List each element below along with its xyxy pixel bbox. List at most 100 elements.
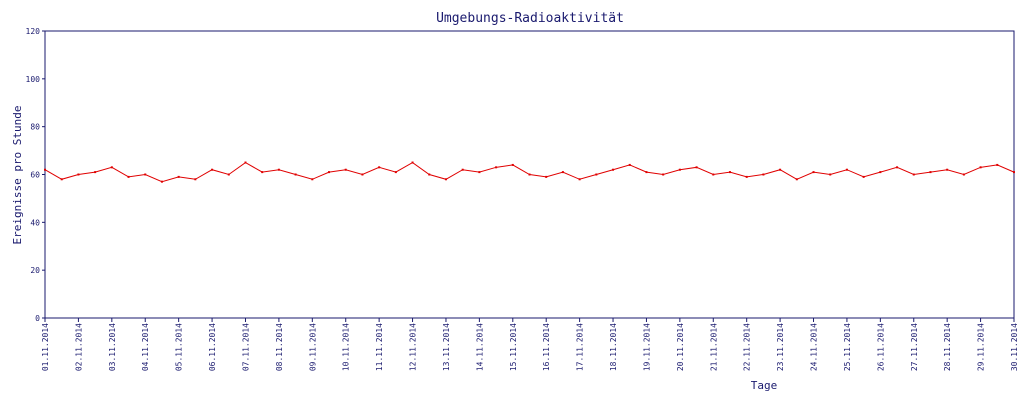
x-tick-label: 10.11.2014 — [342, 323, 351, 371]
x-tick-label: 19.11.2014 — [642, 323, 651, 371]
data-point — [461, 168, 464, 171]
data-point — [946, 168, 949, 171]
data-point — [160, 180, 163, 183]
data-point — [94, 171, 97, 174]
data-point — [1013, 171, 1015, 174]
x-tick-label: 27.11.2014 — [910, 323, 919, 371]
data-point — [378, 166, 381, 169]
data-point — [829, 173, 832, 176]
y-tick-label: 120 — [26, 27, 41, 36]
data-point — [845, 168, 848, 171]
data-point — [211, 168, 214, 171]
x-tick-label: 08.11.2014 — [275, 323, 284, 371]
y-tick-label: 80 — [30, 123, 40, 132]
y-tick-label: 0 — [35, 314, 40, 323]
y-tick-label: 20 — [30, 266, 40, 275]
data-point — [662, 173, 665, 176]
x-tick-label: 25.11.2014 — [843, 323, 852, 371]
data-point — [545, 175, 548, 178]
x-tick-label: 21.11.2014 — [709, 323, 718, 371]
data-point — [996, 163, 999, 166]
x-tick-label: 20.11.2014 — [676, 323, 685, 371]
data-point — [110, 166, 113, 169]
data-point — [879, 171, 882, 174]
x-tick-label: 06.11.2014 — [208, 323, 217, 371]
data-point — [177, 175, 180, 178]
x-tick-label: 24.11.2014 — [810, 323, 819, 371]
x-axis-ticks: 01.11.2014 02.11.2014 03.11.2014 04.11.2014… — [41, 318, 1019, 371]
x-tick-label: 05.11.2014 — [175, 323, 184, 371]
data-point — [194, 178, 197, 181]
data-point — [44, 168, 46, 171]
data-point — [762, 173, 765, 176]
x-tick-label: 09.11.2014 — [308, 323, 317, 371]
x-tick-label: 26.11.2014 — [876, 323, 885, 371]
y-tick-label: 100 — [26, 75, 41, 84]
data-point — [478, 171, 481, 174]
x-tick-label: 04.11.2014 — [141, 323, 150, 371]
data-point — [695, 166, 698, 169]
data-point — [444, 178, 447, 181]
data-point — [962, 173, 965, 176]
data-point — [311, 178, 314, 181]
x-tick-label: 11.11.2014 — [375, 323, 384, 371]
x-tick-label: 23.11.2014 — [776, 323, 785, 371]
data-point — [745, 175, 748, 178]
data-point — [812, 171, 815, 174]
data-point — [428, 173, 431, 176]
x-tick-label: 22.11.2014 — [743, 323, 752, 371]
x-tick-label: 29.11.2014 — [977, 323, 986, 371]
data-point — [511, 163, 514, 166]
y-axis-label: Ereignisse pro Stunde — [11, 105, 24, 244]
x-tick-label: 16.11.2014 — [542, 323, 551, 371]
chart-title: Umgebungs-Radioaktivität — [436, 11, 624, 26]
y-tick-label: 40 — [30, 218, 40, 227]
data-point — [127, 175, 130, 178]
data-point — [361, 173, 364, 176]
data-point — [411, 161, 414, 164]
x-tick-label: 18.11.2014 — [609, 323, 618, 371]
data-point — [261, 171, 264, 174]
data-point — [561, 171, 564, 174]
data-point — [795, 178, 798, 181]
x-tick-label: 17.11.2014 — [576, 323, 585, 371]
data-point — [779, 168, 782, 171]
x-tick-label: 15.11.2014 — [509, 323, 518, 371]
data-point — [294, 173, 297, 176]
x-tick-label: 02.11.2014 — [74, 323, 83, 371]
data-point — [528, 173, 531, 176]
data-point — [344, 168, 347, 171]
x-tick-label: 14.11.2014 — [475, 323, 484, 371]
x-axis-label: Tage — [751, 379, 778, 392]
x-tick-label: 30.11.2014 — [1010, 323, 1019, 371]
y-tick-label: 60 — [30, 171, 40, 180]
data-point — [628, 163, 631, 166]
data-point — [595, 173, 598, 176]
data-point — [227, 173, 230, 176]
data-point — [60, 178, 63, 181]
data-point — [728, 171, 731, 174]
data-point — [929, 171, 932, 174]
data-point — [578, 178, 581, 181]
data-point — [394, 171, 397, 174]
data-point — [979, 166, 982, 169]
x-tick-label: 12.11.2014 — [409, 323, 418, 371]
series-points — [44, 161, 1015, 183]
data-point — [712, 173, 715, 176]
data-point — [862, 175, 865, 178]
x-tick-label: 28.11.2014 — [943, 323, 952, 371]
data-point — [678, 168, 681, 171]
data-point — [645, 171, 648, 174]
data-point — [277, 168, 280, 171]
data-point — [612, 168, 615, 171]
data-point — [896, 166, 899, 169]
data-point — [144, 173, 147, 176]
x-tick-label: 13.11.2014 — [442, 323, 451, 371]
data-point — [495, 166, 498, 169]
data-point — [77, 173, 80, 176]
data-point — [328, 171, 331, 174]
x-tick-label: 03.11.2014 — [108, 323, 117, 371]
x-tick-label: 07.11.2014 — [241, 323, 250, 371]
